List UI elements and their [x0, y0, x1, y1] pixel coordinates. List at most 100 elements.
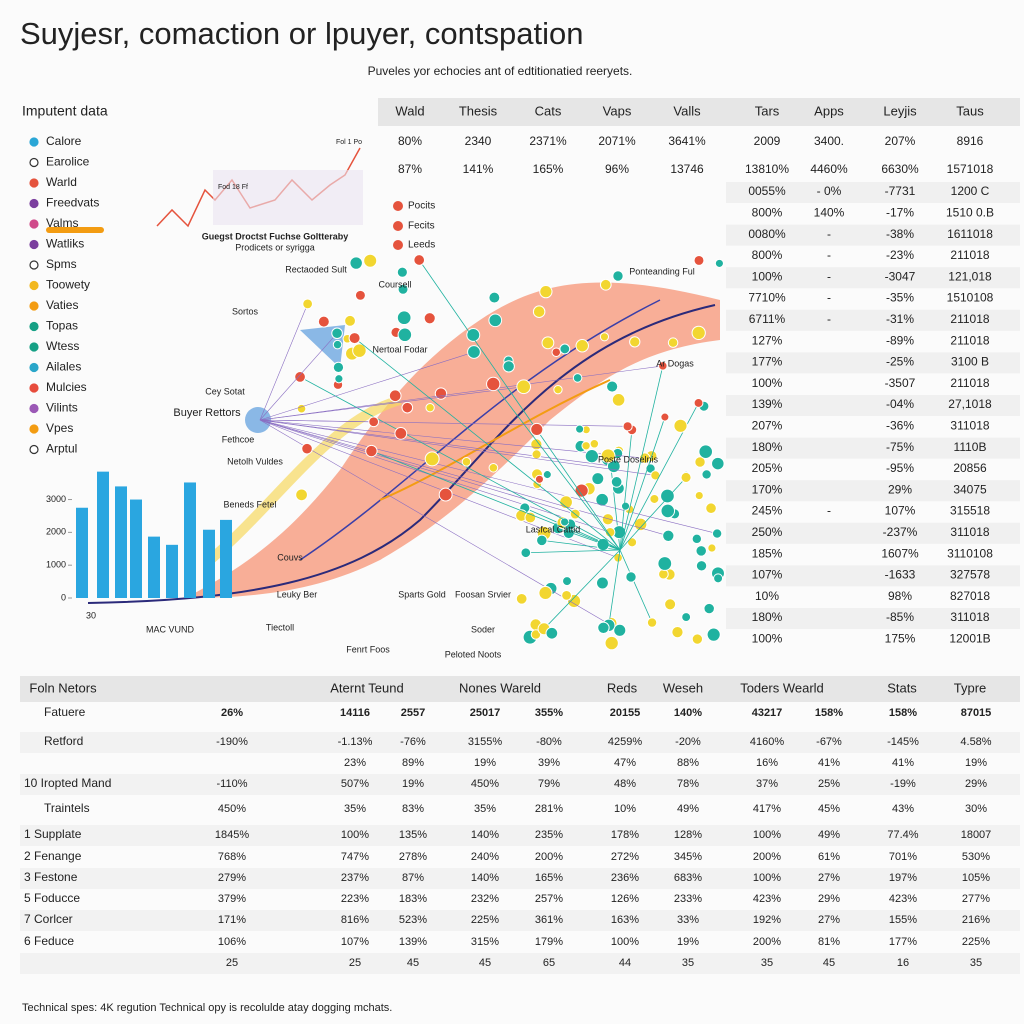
legend-label: Toowety: [46, 278, 90, 292]
cell: 683%: [674, 872, 702, 884]
node: [660, 488, 675, 504]
node: [502, 360, 515, 373]
cell: 61%: [818, 851, 840, 863]
cell: 178%: [611, 829, 639, 841]
cell: -25%: [886, 355, 914, 369]
link: [371, 450, 621, 551]
link: [259, 419, 669, 537]
node: [424, 451, 440, 467]
legend-label: Vilints: [46, 401, 78, 415]
cell: 35%: [474, 803, 496, 815]
link: [259, 419, 656, 476]
legend-label: Pocits: [408, 201, 435, 212]
node: [611, 393, 626, 407]
cell: 48%: [614, 778, 636, 790]
link: [259, 333, 338, 421]
cell: 106%: [218, 936, 246, 948]
cell: 25: [226, 957, 238, 969]
bar: [203, 529, 215, 598]
node: [660, 503, 676, 519]
cell: 245%: [752, 504, 783, 518]
node: [707, 543, 717, 553]
cell: 20856: [953, 461, 987, 475]
node: [658, 361, 668, 371]
cell: 107%: [885, 504, 916, 518]
node: [295, 488, 308, 502]
node: [488, 313, 503, 328]
row-bg: [20, 732, 1020, 753]
cell: -75%: [886, 440, 914, 454]
cell: 27%: [818, 914, 840, 926]
cell: 200%: [753, 936, 781, 948]
link: [259, 419, 614, 467]
cell: -85%: [886, 610, 914, 624]
cell: 100%: [753, 872, 781, 884]
cell: 281%: [535, 803, 563, 815]
node: [363, 253, 378, 268]
cell: -80%: [536, 736, 562, 748]
cell: 81%: [818, 936, 840, 948]
cell: -19%: [890, 778, 916, 790]
legend-label: Spms: [46, 257, 77, 271]
node-label: Cey Sotat: [205, 386, 245, 396]
legend-title: Imputent data: [22, 103, 108, 119]
legend-marker: [29, 280, 39, 291]
cell: 800%: [752, 205, 783, 219]
node: [394, 426, 408, 440]
row-bg: [726, 182, 1020, 203]
legend-label: Wtess: [46, 339, 79, 353]
cell: 4.58%: [960, 736, 991, 748]
node: [520, 547, 532, 559]
cell: 47%: [614, 757, 636, 769]
row-bg: [726, 480, 1020, 502]
cell: 1571018: [947, 162, 994, 176]
cell: 507%: [341, 778, 369, 790]
cell: 177%: [889, 936, 917, 948]
cell: -89%: [886, 333, 914, 347]
row-label: 3 Festone: [24, 870, 78, 884]
legend-label: Arptul: [46, 442, 77, 456]
cell: 100%: [611, 936, 639, 948]
node-label: Netolh Vuldes: [227, 456, 283, 466]
node: [575, 339, 589, 353]
cell: -1633: [885, 568, 916, 582]
link: [619, 416, 666, 551]
node: [348, 332, 361, 345]
cell: 163%: [611, 914, 639, 926]
cell: 197%: [889, 872, 917, 884]
node: [660, 412, 670, 422]
cell: 10%: [614, 803, 636, 815]
cell: 140%: [471, 872, 499, 884]
node: [681, 612, 692, 623]
cell: 19%: [677, 936, 699, 948]
cell: 44: [619, 957, 631, 969]
cell: 12001B: [949, 631, 990, 645]
node: [349, 256, 363, 270]
node-label: Sparts Gold: [398, 589, 446, 599]
node: [633, 517, 648, 532]
cell: 87%: [398, 162, 422, 176]
cell: 171%: [218, 914, 246, 926]
node-label: Buyer Rettors: [173, 407, 241, 419]
cell: 18007: [961, 829, 992, 841]
cell: 192%: [753, 914, 781, 926]
y-tick-label: 1000: [46, 560, 66, 570]
cell: 2557: [401, 707, 425, 719]
cell: -23%: [886, 248, 914, 262]
node: [629, 336, 641, 348]
cell: 211018: [950, 312, 989, 326]
node: [438, 487, 453, 502]
legend-label: Fecits: [408, 221, 435, 232]
cell: -31%: [886, 312, 914, 326]
cell: 211018: [950, 333, 989, 347]
cell: 2009: [754, 134, 781, 148]
cell: -20%: [675, 736, 701, 748]
cell: 417%: [753, 803, 781, 815]
node: [396, 310, 412, 326]
node: [334, 374, 344, 384]
legend-marker: [29, 342, 39, 352]
row-bg: [20, 910, 1020, 931]
node: [595, 492, 610, 507]
y-tick-label: 0: [61, 592, 66, 602]
cell: 450%: [471, 778, 499, 790]
